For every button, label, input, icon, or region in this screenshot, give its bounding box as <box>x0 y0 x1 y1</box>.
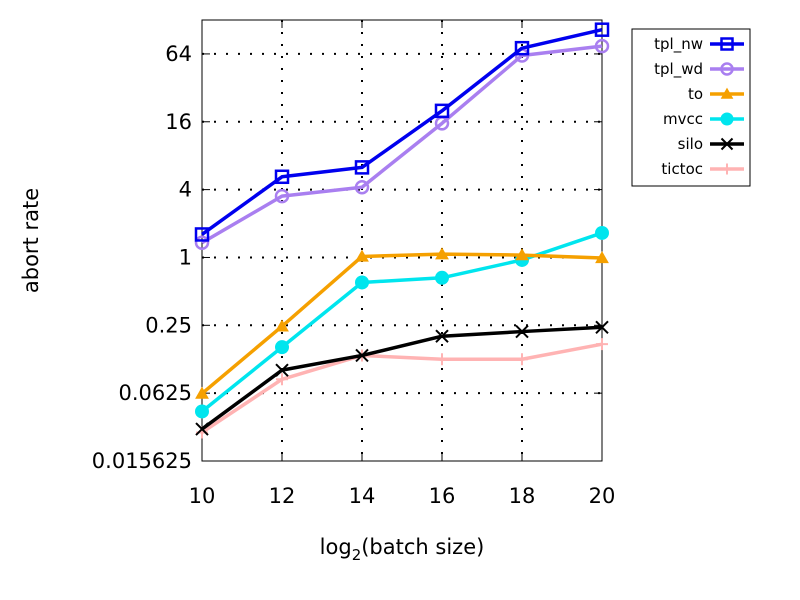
marker-triangle <box>720 87 734 99</box>
marker-triangle <box>355 249 369 262</box>
marker-circle <box>194 235 210 251</box>
series-line <box>201 44 603 245</box>
series-line <box>200 325 603 431</box>
marker-circle <box>720 62 734 76</box>
marker-square <box>720 37 734 51</box>
marker-x <box>355 348 369 363</box>
legend-label: to <box>688 85 703 103</box>
marker-triangle <box>595 251 609 264</box>
legend-entry-tictoc: tictoc <box>661 160 744 178</box>
marker-triangle <box>195 386 209 399</box>
y-tick-label: 0.015625 <box>92 449 192 473</box>
legend-entry-to: to <box>688 85 744 103</box>
legend-label: tpl_wd <box>654 60 703 79</box>
marker-plus <box>596 338 608 351</box>
marker-x <box>435 329 449 343</box>
marker-triangle <box>435 247 449 260</box>
legend-entry-mvcc: mvcc <box>663 110 744 128</box>
marker-plus <box>516 353 528 366</box>
x-tick-label: 10 <box>189 484 216 508</box>
grid <box>202 20 602 461</box>
marker-x <box>195 422 209 436</box>
x-axis-label-subscript: 2 <box>352 546 362 564</box>
marker-square <box>194 227 210 242</box>
series-tpl-wd <box>194 38 610 251</box>
legend-entry-silo: silo <box>678 135 744 153</box>
series-silo <box>195 320 609 436</box>
marker-circle <box>594 38 610 54</box>
marker-dot <box>720 112 734 126</box>
x-tick-label: 20 <box>589 484 616 508</box>
marker-dot <box>595 225 609 240</box>
x-axis-label: log2(batch size) <box>320 535 485 564</box>
y-tick-label: 64 <box>165 42 192 66</box>
legend-entry-tpl-wd: tpl_wd <box>654 60 744 79</box>
marker-triangle <box>515 248 529 261</box>
y-tick-label: 1 <box>179 245 192 269</box>
marker-circle <box>274 188 290 204</box>
marker-x <box>275 363 289 377</box>
plot-frame <box>201 19 603 462</box>
legend-label: tpl_nw <box>654 35 703 54</box>
marker-dot <box>355 275 369 290</box>
marker-square <box>274 169 290 185</box>
marker-plus <box>276 373 288 386</box>
x-tick-label: 14 <box>349 484 376 508</box>
x-axis-label-rest: (batch size) <box>361 535 484 559</box>
x-tick-label: 18 <box>509 484 536 508</box>
marker-plus <box>436 353 448 366</box>
y-axis-label: abort rate <box>19 188 43 293</box>
marker-dot <box>275 340 289 355</box>
y-tick-label: 16 <box>165 110 192 134</box>
marker-square <box>514 40 530 56</box>
series-to <box>195 247 609 399</box>
legend-label: silo <box>678 135 703 153</box>
marker-dot <box>195 404 209 419</box>
legend-label: tictoc <box>661 160 703 178</box>
marker-square <box>434 103 450 119</box>
marker-x <box>515 324 529 339</box>
x-axis-label-base: log <box>320 535 352 559</box>
marker-dot <box>435 270 449 285</box>
series-tpl-nw <box>194 22 610 242</box>
marker-x <box>720 137 734 151</box>
marker-circle <box>354 179 370 195</box>
marker-triangle <box>275 319 289 332</box>
y-tick-label: 0.25 <box>145 313 192 337</box>
marker-square <box>594 22 610 37</box>
marker-x <box>595 320 609 335</box>
legend-box <box>631 28 751 187</box>
legend-entry-tpl-nw: tpl_nw <box>654 35 744 54</box>
x-tick-label: 16 <box>429 484 456 508</box>
y-tick-label: 0.0625 <box>119 381 192 405</box>
series-line <box>200 252 603 395</box>
marker-plus <box>721 163 733 175</box>
marker-square <box>354 160 370 175</box>
series-line <box>201 342 603 434</box>
y-tick-label: 4 <box>179 178 192 202</box>
series-layer <box>194 22 610 439</box>
legend-label: mvcc <box>663 110 703 128</box>
series-line <box>200 27 603 236</box>
x-tick-label: 12 <box>269 484 296 508</box>
